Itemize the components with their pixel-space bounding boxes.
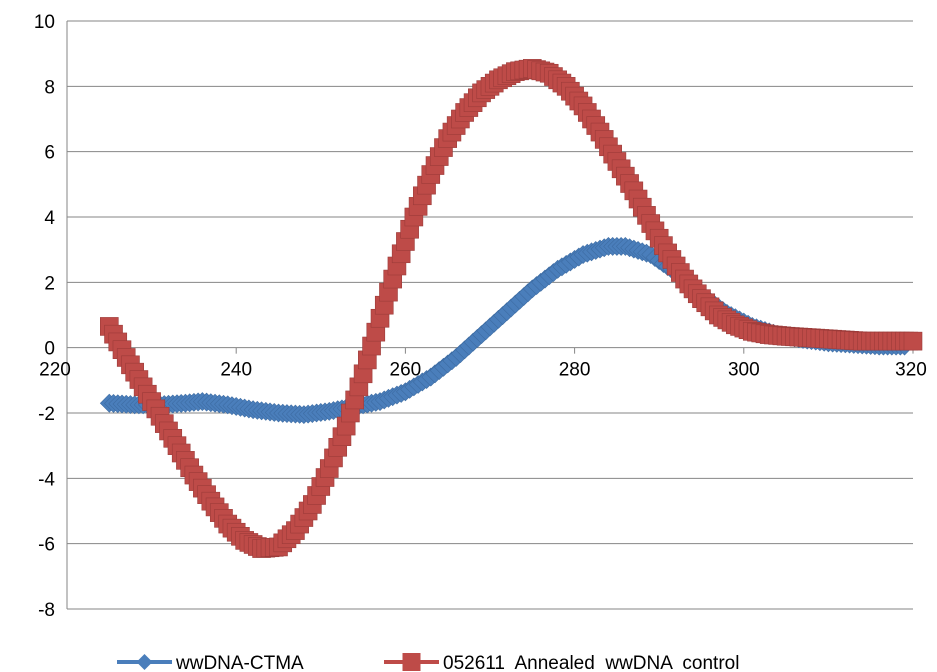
y-tick-label: 4 (44, 208, 55, 229)
legend: wwDNA-CTMA 052611 Annealed wwDNA control (117, 653, 739, 672)
x-tick-labels: 220 240 260 280 300 320 (39, 360, 927, 381)
y-tick-label: -4 (38, 469, 55, 490)
gridlines (67, 20, 913, 610)
x-tick-label: 300 (728, 360, 760, 381)
x-tick-label: 260 (390, 360, 422, 381)
x-tick-label: 240 (220, 360, 252, 381)
y-tick-labels: -8 -6 -4 -2 0 2 4 6 8 10 (34, 12, 56, 621)
legend-diamond-marker (136, 654, 153, 670)
legend-item: wwDNA-CTMA (117, 653, 304, 672)
y-tick-label: 8 (44, 77, 55, 98)
y-tick-label: -8 (38, 600, 55, 621)
y-tick-label: -6 (38, 535, 55, 556)
y-tick-label: -2 (38, 404, 55, 425)
legend-label: 052611 Annealed wwDNA control (443, 653, 739, 672)
x-tick-label: 220 (39, 360, 71, 381)
series-annealed-control (100, 59, 923, 558)
legend-square-marker (402, 653, 421, 671)
series-group (99, 59, 923, 558)
y-tick-label: 0 (44, 339, 55, 360)
x-tick-label: 320 (895, 360, 927, 381)
legend-label: wwDNA-CTMA (175, 653, 304, 672)
legend-item: 052611 Annealed wwDNA control (384, 653, 739, 672)
y-tick-label: 6 (44, 143, 55, 164)
y-tick-label: 2 (44, 273, 55, 294)
axes (66, 21, 914, 609)
y-tick-label: 10 (34, 12, 55, 33)
x-tick-label: 280 (559, 360, 591, 381)
data-point (903, 331, 923, 351)
